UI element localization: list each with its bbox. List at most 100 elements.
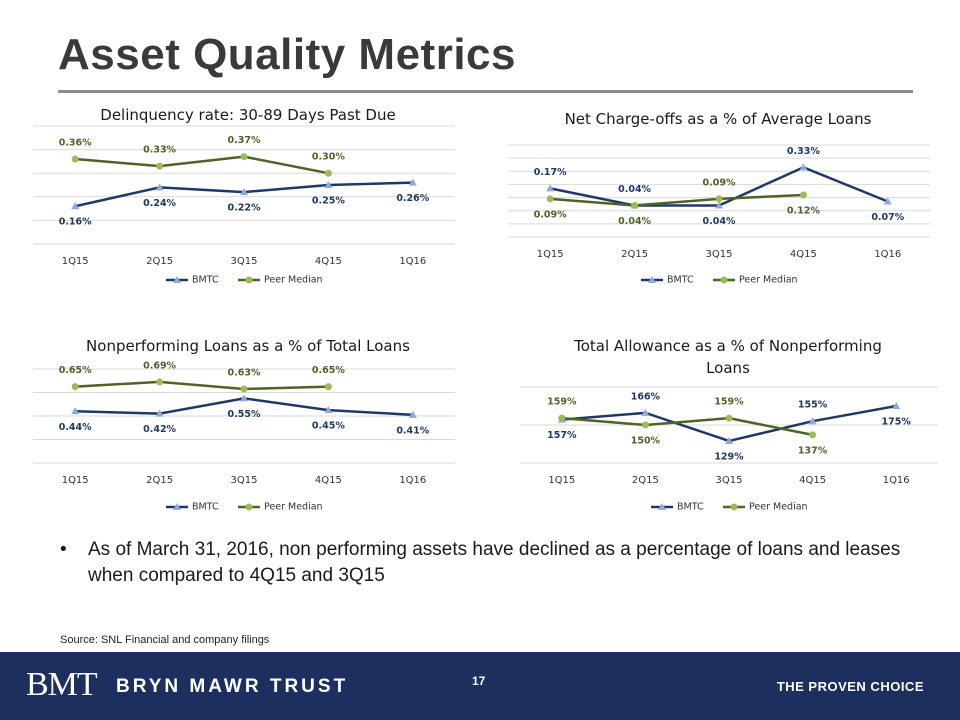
legend-label: Peer Median: [264, 275, 323, 286]
x-tick-label: 1Q15: [548, 475, 575, 486]
page-number: 17: [472, 674, 486, 688]
data-point: [240, 385, 248, 393]
data-point: [156, 378, 164, 386]
x-tick-label: 1Q16: [874, 249, 901, 260]
data-label: 0.44%: [59, 422, 92, 433]
slide-title: Asset Quality Metrics: [58, 30, 516, 79]
tagline: THE PROVEN CHOICE: [776, 679, 924, 694]
data-label: 157%: [547, 430, 577, 441]
legend-marker: [730, 503, 738, 511]
source-note: Source: SNL Financial and company filing…: [60, 634, 270, 646]
x-tick-label: 1Q15: [62, 256, 89, 267]
series-line: [75, 380, 329, 391]
data-point: [799, 191, 807, 199]
data-label: 0.65%: [312, 365, 345, 376]
data-point: [725, 436, 733, 444]
data-label: 0.26%: [396, 193, 429, 204]
data-label: 0.04%: [618, 216, 651, 227]
data-point: [641, 408, 650, 416]
legend-marker: [173, 503, 181, 510]
data-point: [240, 188, 248, 196]
series-line: [550, 193, 804, 207]
bullet-text: As of March 31, 2016, non performing ass…: [60, 537, 928, 589]
data-point: [558, 414, 566, 422]
data-label: 0.65%: [59, 365, 92, 376]
legend-label: Peer Median: [749, 502, 808, 513]
data-point: [808, 417, 817, 425]
data-label: 0.07%: [871, 212, 904, 223]
footer: BMT BRYN MAWR TRUST 17 THE PROVEN CHOICE: [0, 652, 960, 720]
data-point: [715, 195, 723, 203]
series-line: [561, 416, 813, 437]
data-label: 0.63%: [228, 367, 261, 378]
x-tick-label: 2Q15: [632, 475, 659, 486]
data-point: [715, 201, 723, 209]
legend-marker: [648, 276, 656, 283]
data-point: [641, 421, 649, 429]
data-label: 0.12%: [787, 205, 820, 216]
chart-title: Delinquency rate: 30-89 Days Past Due: [100, 106, 396, 124]
legend-label: BMTC: [192, 502, 219, 513]
data-point: [725, 414, 733, 422]
data-label: 0.24%: [143, 198, 176, 209]
x-tick-label: 3Q15: [706, 249, 733, 260]
data-label: 0.16%: [59, 217, 92, 228]
data-label: 159%: [714, 397, 744, 408]
data-point: [546, 184, 555, 192]
data-label: 0.37%: [228, 135, 261, 146]
x-tick-label: 1Q15: [537, 249, 564, 260]
legend-marker: [658, 503, 666, 510]
legend-marker: [245, 276, 253, 284]
title-rule: [58, 90, 913, 93]
x-tick-label: 4Q15: [315, 256, 342, 267]
data-label: 0.04%: [618, 184, 651, 195]
x-tick-label: 1Q16: [883, 475, 910, 486]
data-point: [155, 183, 164, 191]
data-label: 175%: [882, 417, 912, 428]
legend-label: Peer Median: [264, 502, 323, 513]
chart-title: Total Allowance as a % of Nonperforming …: [574, 337, 882, 377]
legend-marker: [245, 503, 253, 511]
data-label: 0.17%: [534, 167, 567, 178]
data-label: 0.33%: [787, 146, 820, 157]
data-label: 155%: [798, 400, 828, 411]
series-line: [75, 155, 329, 175]
data-label: 0.33%: [143, 145, 176, 156]
data-label: 0.69%: [143, 360, 176, 371]
legend-label: BMTC: [667, 275, 694, 286]
x-tick-label: 1Q16: [399, 475, 426, 486]
data-point: [809, 431, 817, 439]
data-label: 0.04%: [703, 216, 736, 227]
legend-label: BMTC: [677, 502, 704, 513]
data-label: 0.09%: [534, 209, 567, 220]
data-point: [71, 202, 80, 210]
x-tick-label: 3Q15: [231, 256, 258, 267]
data-point: [892, 402, 901, 409]
data-point: [71, 155, 79, 163]
data-label: 129%: [714, 451, 744, 462]
data-point: [324, 169, 332, 177]
x-tick-label: 4Q15: [315, 475, 342, 486]
data-point: [631, 201, 639, 209]
data-point: [240, 394, 248, 402]
brand-name: BRYN MAWR TRUST: [116, 676, 349, 697]
data-point: [324, 383, 332, 391]
data-label: 0.36%: [59, 138, 92, 149]
legend-marker: [173, 276, 181, 283]
chart-title: Net Charge-offs as a % of Average Loans: [564, 110, 872, 128]
data-label: 137%: [798, 445, 828, 456]
data-point: [883, 197, 892, 205]
legend-label: Peer Median: [739, 275, 798, 286]
data-label: 150%: [631, 436, 661, 447]
data-point: [155, 409, 164, 417]
data-label: 0.42%: [143, 424, 176, 435]
data-point: [408, 178, 417, 186]
data-label: 0.25%: [312, 196, 345, 207]
logo: BMT: [26, 666, 98, 703]
data-label: 0.22%: [228, 203, 261, 214]
data-point: [408, 410, 417, 418]
data-label: 159%: [547, 397, 577, 408]
x-tick-label: 2Q15: [146, 256, 173, 267]
x-tick-label: 1Q16: [399, 256, 426, 267]
